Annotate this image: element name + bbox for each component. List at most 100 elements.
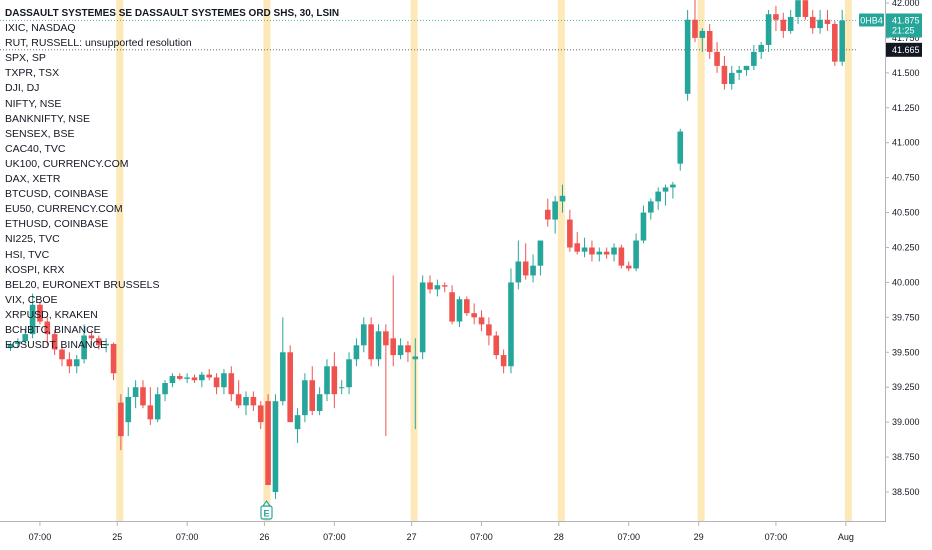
legend-symbol[interactable]: BEL20, EURONEXT BRUSSELS bbox=[5, 278, 160, 291]
legend-symbol[interactable]: CAC40, TVC bbox=[5, 142, 66, 155]
candle-body bbox=[603, 251, 610, 255]
candle bbox=[751, 44, 757, 71]
candle-body bbox=[287, 352, 293, 423]
candle-body bbox=[559, 195, 566, 202]
candle-body bbox=[743, 65, 750, 71]
candle bbox=[88, 329, 95, 346]
legend-symbol[interactable]: XRPUSD, KRAKEN bbox=[5, 308, 98, 321]
legend-symbol[interactable]: VIX, CBOE bbox=[5, 293, 58, 306]
legend-symbol[interactable]: EU50, CURRENCY.COM bbox=[5, 203, 123, 216]
candle bbox=[456, 296, 463, 328]
candle-body bbox=[59, 349, 65, 360]
legend-symbol[interactable]: KOSPI, KRX bbox=[5, 263, 65, 276]
legend-symbol[interactable]: SENSEX, BSE bbox=[5, 127, 75, 140]
legend-symbol[interactable]: BTCUSD, COINBASE bbox=[5, 188, 109, 201]
candle-body bbox=[456, 299, 463, 322]
legend-symbol[interactable]: BCHBTC, BINANCE bbox=[5, 323, 101, 336]
candle-body bbox=[118, 402, 124, 437]
candle-body bbox=[154, 394, 161, 420]
y-tick-label: 40.000 bbox=[892, 277, 920, 287]
candle bbox=[147, 387, 154, 425]
candle bbox=[280, 317, 286, 406]
candle bbox=[110, 342, 117, 381]
y-tick-label: 41.000 bbox=[892, 138, 920, 148]
legend-symbol[interactable]: RUT, RUSSELL: unsupported resolution bbox=[5, 37, 192, 50]
candle bbox=[29, 293, 36, 339]
candle bbox=[441, 282, 448, 293]
candle-body bbox=[787, 16, 794, 31]
time-axis[interactable]: 07:00 25 07:00 26 07:00 27 07:00 28 07:00 29 07:00… bbox=[29, 522, 854, 542]
candle bbox=[522, 243, 529, 280]
candle-body bbox=[162, 383, 168, 395]
candle-body bbox=[169, 376, 176, 384]
legend-symbol[interactable]: NI225, TVC bbox=[5, 233, 60, 246]
candle bbox=[191, 374, 198, 384]
candle-body bbox=[633, 240, 639, 269]
candle-body bbox=[684, 19, 691, 94]
legend-symbol[interactable]: EOSUSDT, BINANCE bbox=[5, 339, 108, 352]
legend-symbol[interactable]: SPX, SP bbox=[5, 52, 46, 65]
candle-body bbox=[832, 23, 838, 62]
candle-body bbox=[7, 343, 14, 349]
legend-symbol[interactable]: UK100, CURRENCY.COM bbox=[5, 157, 129, 170]
candle-body bbox=[257, 405, 264, 423]
candle-body bbox=[375, 331, 382, 360]
chart-title[interactable]: DASSAULT SYSTEMES SE DASSAULT SYSTEMES O… bbox=[5, 8, 340, 19]
candle-body bbox=[302, 380, 308, 416]
candle bbox=[213, 373, 220, 395]
candle-body bbox=[802, 0, 809, 17]
candle bbox=[96, 335, 102, 350]
y-tick-label: 40.250 bbox=[892, 243, 920, 253]
legend-symbol[interactable]: NIFTY, NSE bbox=[5, 97, 62, 110]
candle bbox=[169, 373, 176, 388]
y-tick-label: 39.000 bbox=[892, 417, 920, 427]
candle bbox=[397, 338, 404, 360]
candle bbox=[287, 345, 293, 423]
candle-body bbox=[383, 331, 389, 346]
legend-symbol[interactable]: BANKNIFTY, NSE bbox=[5, 112, 90, 125]
candle-body bbox=[655, 191, 661, 202]
legend-symbol[interactable]: DJI, DJ bbox=[5, 82, 40, 95]
candle-body bbox=[449, 292, 455, 322]
candle bbox=[500, 349, 507, 374]
symbol-tag-label: 0HB4 bbox=[860, 15, 883, 25]
candle-body bbox=[839, 20, 845, 62]
candle-body bbox=[662, 187, 669, 192]
candle bbox=[257, 401, 264, 430]
candle-body bbox=[486, 324, 492, 336]
candle bbox=[530, 254, 536, 283]
y-tick-label: 41.750 bbox=[892, 33, 920, 43]
candle-body bbox=[581, 247, 588, 252]
candle bbox=[294, 408, 301, 444]
candle-body bbox=[51, 334, 58, 350]
candle-body bbox=[817, 19, 823, 29]
candle-body bbox=[147, 405, 154, 420]
candle bbox=[419, 275, 426, 360]
candle-body bbox=[478, 317, 485, 325]
candle bbox=[464, 296, 470, 316]
candle bbox=[574, 232, 581, 255]
candle-body bbox=[346, 359, 352, 388]
candle bbox=[625, 261, 632, 272]
earnings-marker[interactable]: E bbox=[260, 499, 273, 520]
candle bbox=[787, 9, 794, 34]
legend-symbol[interactable]: HSI, TVC bbox=[5, 248, 50, 261]
legend-symbol[interactable]: ETHUSD, COINBASE bbox=[5, 218, 109, 231]
candle bbox=[640, 205, 647, 244]
candle-body bbox=[368, 324, 374, 360]
candle-body bbox=[618, 247, 625, 266]
legend-symbol[interactable]: TXPR, TSX bbox=[5, 67, 60, 80]
candle-body bbox=[699, 30, 706, 38]
candle bbox=[44, 317, 51, 346]
candle-body bbox=[427, 282, 433, 290]
candles bbox=[7, 0, 845, 499]
price-axis[interactable]: 42.000 41.750 41.500 41.250 41.000 40.750 40.5… bbox=[885, 0, 920, 497]
candle bbox=[537, 240, 544, 276]
legend-symbol[interactable]: IXIC, NASDAQ bbox=[5, 22, 76, 35]
last-price-value: 41.875 bbox=[892, 15, 920, 25]
candle bbox=[338, 380, 345, 395]
legend-symbol[interactable]: DAX, XETR bbox=[5, 173, 61, 186]
candle-body bbox=[471, 313, 477, 318]
candle-body bbox=[677, 131, 684, 164]
